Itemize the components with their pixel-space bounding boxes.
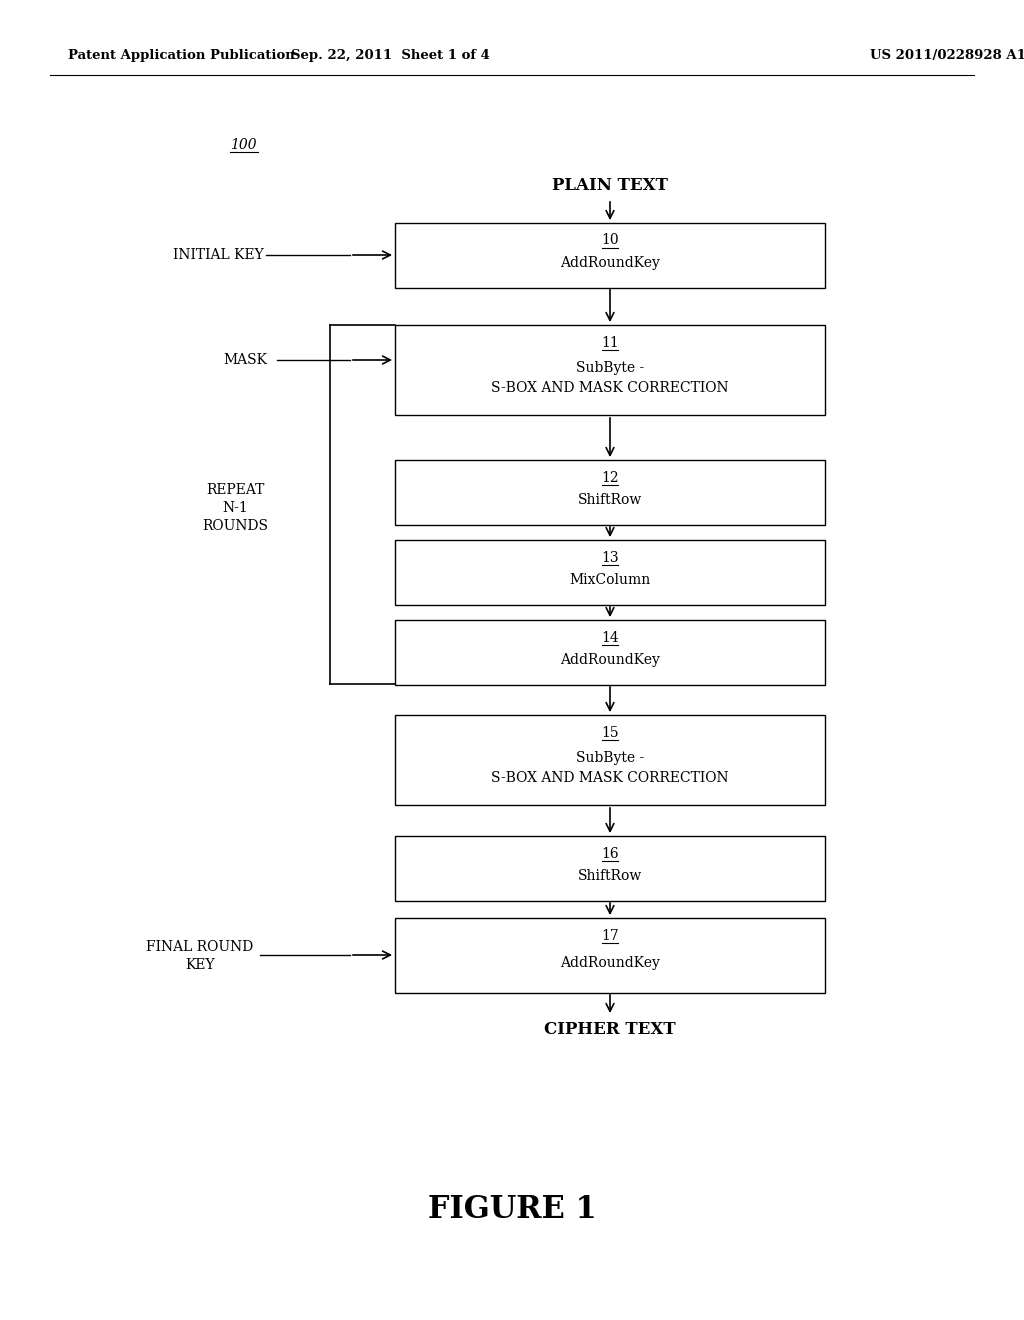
Text: MASK: MASK [223,352,267,367]
Text: FINAL ROUND: FINAL ROUND [146,940,254,954]
Text: US 2011/0228928 A1: US 2011/0228928 A1 [870,49,1024,62]
Text: 11: 11 [601,337,618,350]
Text: N-1: N-1 [222,500,248,515]
Text: ShiftRow: ShiftRow [578,492,642,507]
Text: CIPHER TEXT: CIPHER TEXT [544,1022,676,1039]
Text: SubByte -: SubByte - [575,751,644,766]
Text: AddRoundKey: AddRoundKey [560,256,659,271]
Text: 15: 15 [601,726,618,741]
Text: AddRoundKey: AddRoundKey [560,956,659,970]
Text: KEY: KEY [185,958,215,972]
Text: MixColumn: MixColumn [569,573,650,587]
Text: Patent Application Publication: Patent Application Publication [68,49,295,62]
Text: REPEAT: REPEAT [206,483,264,496]
Bar [395,540,825,605]
Text: 12: 12 [601,470,618,484]
Text: 100: 100 [230,139,257,152]
Bar [395,223,825,288]
Text: Sep. 22, 2011  Sheet 1 of 4: Sep. 22, 2011 Sheet 1 of 4 [291,49,489,62]
Bar [395,715,825,805]
Bar [395,836,825,900]
Text: 10: 10 [601,234,618,248]
Text: ShiftRow: ShiftRow [578,869,642,883]
Text: ROUNDS: ROUNDS [202,519,268,532]
Text: AddRoundKey: AddRoundKey [560,653,659,667]
Text: PLAIN TEXT: PLAIN TEXT [552,177,668,194]
Text: S-BOX AND MASK CORRECTION: S-BOX AND MASK CORRECTION [492,381,729,395]
Bar [395,325,825,414]
Bar [395,459,825,524]
Text: FIGURE 1: FIGURE 1 [428,1195,596,1225]
Bar [395,917,825,993]
Bar [395,619,825,685]
Text: 13: 13 [601,550,618,565]
Text: 14: 14 [601,631,618,644]
Text: INITIAL KEY: INITIAL KEY [173,248,263,261]
Text: 16: 16 [601,846,618,861]
Text: S-BOX AND MASK CORRECTION: S-BOX AND MASK CORRECTION [492,771,729,785]
Text: 17: 17 [601,928,618,942]
Text: SubByte -: SubByte - [575,360,644,375]
